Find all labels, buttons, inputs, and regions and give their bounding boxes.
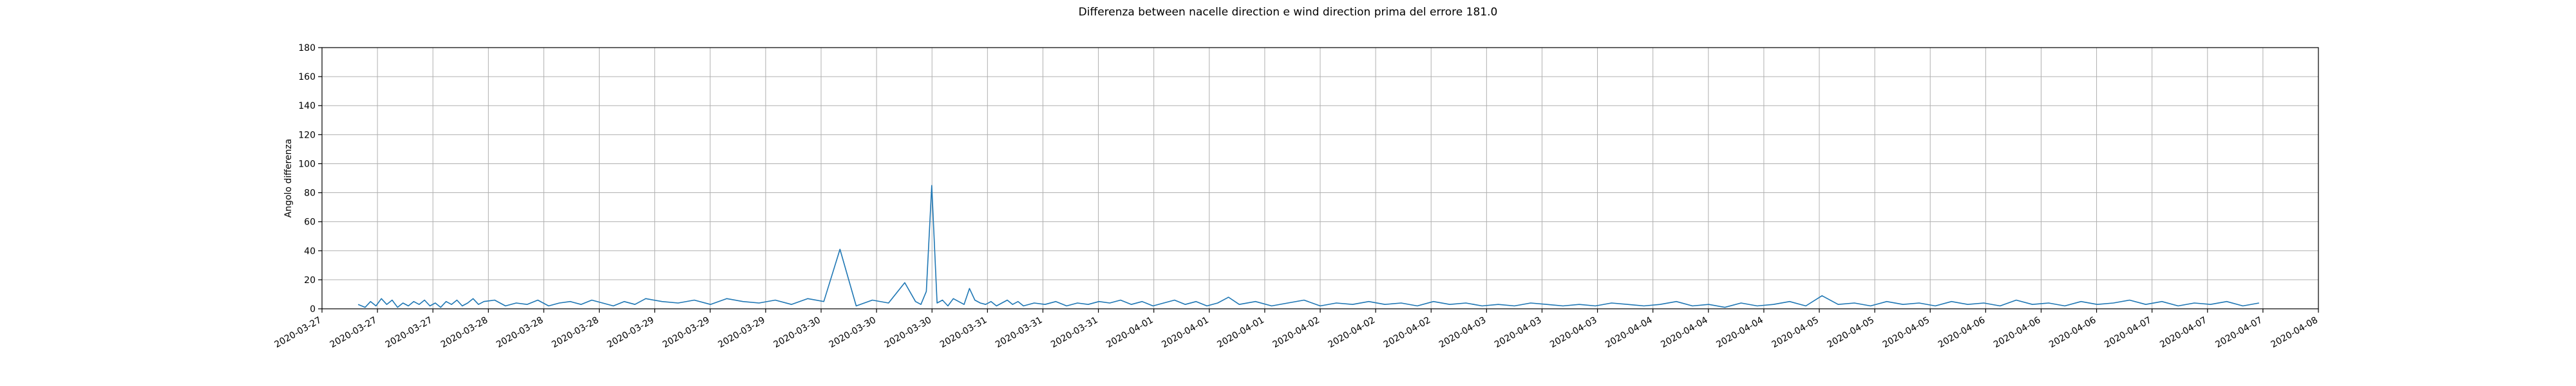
y-tick-label: 60 <box>304 217 316 228</box>
y-tick-label: 80 <box>304 188 316 199</box>
y-tick-label: 140 <box>298 101 316 111</box>
y-axis-label: Angolo differenza <box>283 139 294 218</box>
series-line <box>357 185 2259 308</box>
y-tick-label: 180 <box>298 43 316 53</box>
series-layer <box>357 185 2259 308</box>
y-tick-label: 20 <box>304 275 316 286</box>
chart-title: Differenza between nacelle direction e w… <box>1079 6 1498 19</box>
y-tick-label: 100 <box>298 159 316 169</box>
y-tick-label: 0 <box>310 304 316 315</box>
y-tick-layer: 0 20 40 60 80 100 120 140 160 180 <box>298 43 322 315</box>
y-tick-label: 40 <box>304 246 316 257</box>
y-tick-label: 120 <box>298 130 316 140</box>
y-tick-label: 160 <box>298 72 316 82</box>
